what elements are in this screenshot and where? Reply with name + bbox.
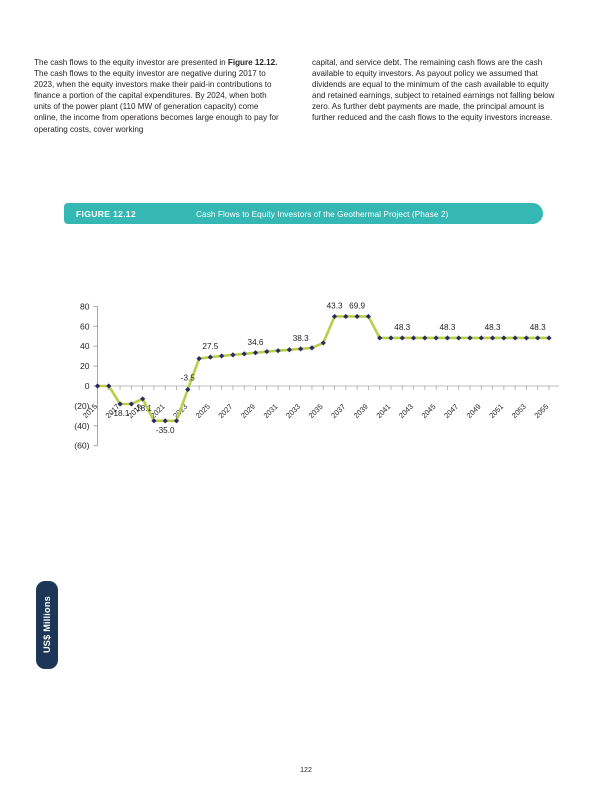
chart-data-label: -3.5 [181,373,196,382]
chart-data-point [444,335,451,341]
x-tick-label: 2035 [307,402,325,420]
chart-data-label: -18.1 [133,404,152,413]
x-tick-label: 2025 [194,402,212,420]
y-axis-title-label: US$ Millions [42,596,52,654]
chart-data-point [173,418,180,424]
chart-data-point [252,350,259,356]
y-tick-label: 40 [80,341,90,351]
chart-data-point [275,348,281,354]
x-tick-label: 2047 [442,402,460,420]
chart-data-label: 43.3 [327,301,343,310]
chart-data-point [94,383,101,389]
y-tick-label: 80 [80,301,90,311]
chart-data-point [162,418,168,424]
chart-data-label: 34.6 [248,338,264,347]
chart-data-point [523,335,530,341]
chart-data-label: 48.3 [439,323,455,332]
y-axis-title: US$ Millions [36,581,58,669]
x-tick-label: 2051 [487,402,505,420]
chart-data-point [320,340,326,346]
figure-caption-bar: FIGURE 12.12 Cash Flows to Equity Invest… [64,203,543,224]
x-tick-label: 2049 [465,402,483,420]
chart-data-point [456,335,462,341]
chart-data-point [207,354,213,360]
chart-data-point [546,335,552,341]
chart-data-label: 48.3 [530,323,546,332]
chart-data-point [422,335,428,341]
x-tick-label: 2053 [510,402,528,420]
x-tick-label: 2045 [420,402,438,420]
y-tick-label: 60 [80,321,90,331]
body-text-left-column: The cash flows to the equity investor ar… [34,58,279,134]
x-tick-label: 2043 [397,402,415,420]
y-tick-label: (40) [74,421,89,431]
x-tick-label: 2027 [216,402,234,420]
y-tick-label: (60) [74,441,89,451]
chart-data-point [151,418,157,424]
body-text-right-column: capital, and service debt. The remaining… [312,58,555,123]
x-tick-label: 2039 [352,402,370,420]
y-tick-label: 20 [80,361,90,371]
x-tick-label: 2031 [262,402,280,420]
x-tick-label: 2033 [284,402,302,420]
chart-data-point [433,335,439,341]
chart-data-label: -18.1 [111,409,130,418]
chart-data-point [410,335,417,341]
chart-data-point [219,353,225,359]
chart-data-point [241,351,247,357]
y-tick-label: (20) [74,401,89,411]
page-number: 122 [300,767,312,774]
x-tick-label: 2037 [329,402,347,420]
chart-data-point [478,335,484,341]
chart-data-point [343,313,349,320]
figure-number-label: FIGURE 12.12 [76,208,136,219]
x-tick-label: 2041 [374,402,392,420]
y-tick-label: 0 [85,381,90,391]
chart-data-point [230,352,236,358]
chart-data-label: 69.9 [349,301,365,310]
chart-data-point [501,335,507,341]
chart-data-label: 27.5 [202,342,218,351]
x-tick-label: 2055 [532,402,550,420]
chart-data-point [399,335,405,341]
chart-data-point [388,335,394,341]
chart-data-point [264,348,270,355]
chart-data-point [365,313,371,320]
chart-data-point [535,335,541,341]
x-tick-label: 2029 [239,402,257,420]
chart-series-line [96,315,551,423]
chart-data-point [298,346,304,352]
chart-container: US$ Millions 80 60 40 20 0 (20) (40) (60) 2015 20… [0,250,612,669]
chart-data-label: 38.3 [293,334,309,343]
chart-data-label: 48.3 [394,323,410,332]
chart-data-label: 48.3 [485,323,501,332]
chart-data-point [467,335,473,341]
figure-title-label: Cash Flows to Equity Investors of the Ge… [196,208,449,219]
body-text-columns: The cash flows to the equity investor ar… [34,57,578,135]
chart-data-label: -35.0 [156,426,175,435]
chart-data-point [512,335,518,341]
chart-data-point [140,396,146,402]
chart-data-point [489,335,496,341]
chart-data-point [309,345,315,351]
chart-data-point [106,383,112,389]
chart-data-point [331,313,338,320]
chart-data-point [286,347,292,353]
chart-data-point [354,313,360,320]
